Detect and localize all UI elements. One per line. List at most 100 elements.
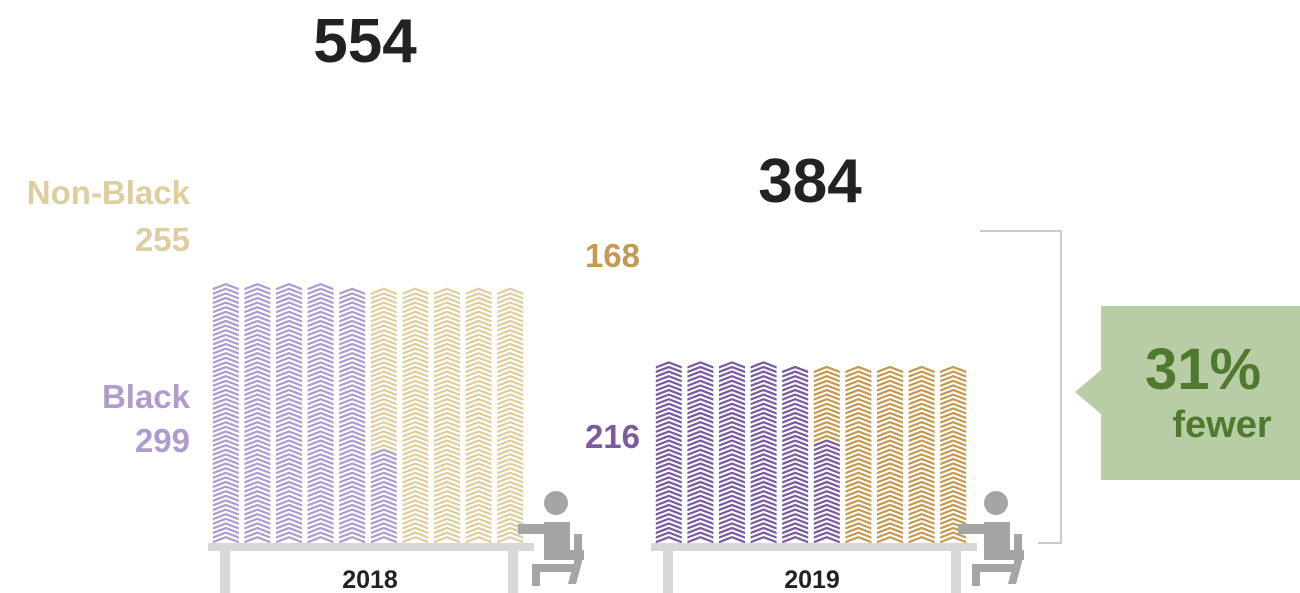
icon-black	[212, 384, 239, 392]
icon-nonblack	[402, 485, 429, 493]
icon-black	[276, 517, 302, 525]
icon-nonblack	[434, 375, 460, 383]
icon-black	[750, 365, 777, 374]
total-2019: 384	[758, 147, 862, 216]
icon-nonblack	[465, 333, 492, 341]
icon-black	[244, 503, 271, 512]
icon-black	[655, 526, 682, 535]
icon-nonblack	[465, 485, 492, 493]
icon-black	[750, 513, 777, 521]
icon-black	[307, 287, 334, 295]
icon-black	[655, 499, 682, 507]
icon-black	[370, 467, 397, 475]
icon-nonblack	[845, 407, 872, 415]
icon-black	[212, 508, 239, 516]
icon-black	[813, 490, 840, 498]
icon-black	[244, 329, 271, 337]
icon-black	[244, 536, 271, 544]
icon-nonblack	[877, 531, 903, 539]
icon-nonblack	[465, 379, 492, 387]
icon-black	[655, 508, 682, 516]
icon-nonblack	[434, 494, 460, 502]
icon-black	[719, 503, 745, 512]
icon-black	[687, 503, 714, 512]
icon-black	[244, 430, 271, 438]
icon-black	[212, 361, 239, 369]
icon-black	[687, 398, 714, 406]
icon-black	[307, 531, 334, 539]
icon-nonblack	[813, 425, 840, 433]
icon-black	[276, 319, 302, 328]
icon-black	[339, 407, 366, 415]
icon-black	[782, 425, 809, 433]
icon-nonblack	[402, 517, 429, 525]
icon-nonblack	[370, 430, 397, 438]
icon-black	[370, 471, 397, 479]
icon-black	[307, 499, 334, 507]
icon-black	[276, 522, 302, 530]
icon-black	[339, 402, 366, 410]
icon-black	[339, 333, 366, 341]
icon-nonblack	[877, 416, 903, 424]
icon-nonblack	[465, 329, 492, 337]
icon-black	[212, 490, 239, 498]
icon-black	[719, 467, 745, 475]
icon-nonblack	[497, 434, 524, 443]
icon-black	[244, 531, 271, 539]
icon-black	[276, 375, 302, 383]
icon-black	[719, 453, 745, 461]
icon-nonblack	[908, 448, 935, 456]
icon-nonblack	[845, 480, 872, 489]
icon-black	[307, 384, 334, 392]
icon-nonblack	[370, 356, 397, 364]
label-black-2018: Black	[102, 378, 191, 415]
icon-black	[276, 421, 302, 429]
icon-black	[244, 494, 271, 502]
icon-nonblack	[877, 439, 903, 447]
icon-nonblack	[465, 301, 492, 309]
icon-black	[276, 398, 302, 406]
icon-black	[307, 407, 334, 415]
icon-nonblack	[465, 421, 492, 429]
icon-black	[687, 430, 714, 438]
icon-black	[339, 513, 366, 521]
icon-nonblack	[465, 365, 492, 374]
icon-nonblack	[434, 536, 460, 544]
icon-nonblack	[813, 375, 840, 383]
icon-nonblack	[845, 503, 872, 512]
icon-black	[276, 476, 302, 484]
icon-black	[750, 508, 777, 516]
icon-nonblack	[845, 448, 872, 456]
icon-nonblack	[940, 471, 967, 479]
icon-black	[655, 536, 682, 544]
icon-nonblack	[434, 411, 460, 420]
icon-black	[276, 526, 302, 535]
icon-nonblack	[434, 421, 460, 429]
icon-nonblack	[908, 434, 935, 443]
icon-black	[244, 434, 271, 443]
icon-black	[813, 508, 840, 516]
icon-black	[655, 425, 682, 433]
icon-black	[307, 434, 334, 443]
icon-nonblack	[402, 402, 429, 410]
icon-black	[750, 430, 777, 438]
icon-nonblack	[370, 370, 397, 378]
icon-black	[782, 536, 809, 544]
icon-black	[813, 531, 840, 539]
icon-nonblack	[465, 352, 492, 360]
icon-nonblack	[497, 536, 524, 544]
icon-nonblack	[434, 503, 460, 512]
icon-black	[276, 457, 302, 466]
icon-black	[719, 480, 745, 489]
icon-nonblack	[813, 379, 840, 387]
icon-black	[339, 448, 366, 456]
icon-black	[212, 425, 239, 433]
icon-nonblack	[370, 416, 397, 424]
seated-person-icon	[518, 491, 584, 586]
icon-nonblack	[845, 508, 872, 516]
icon-nonblack	[940, 457, 967, 466]
icon-black	[276, 361, 302, 369]
icon-nonblack	[908, 365, 935, 374]
icon-black	[212, 338, 239, 346]
icon-black	[212, 480, 239, 489]
